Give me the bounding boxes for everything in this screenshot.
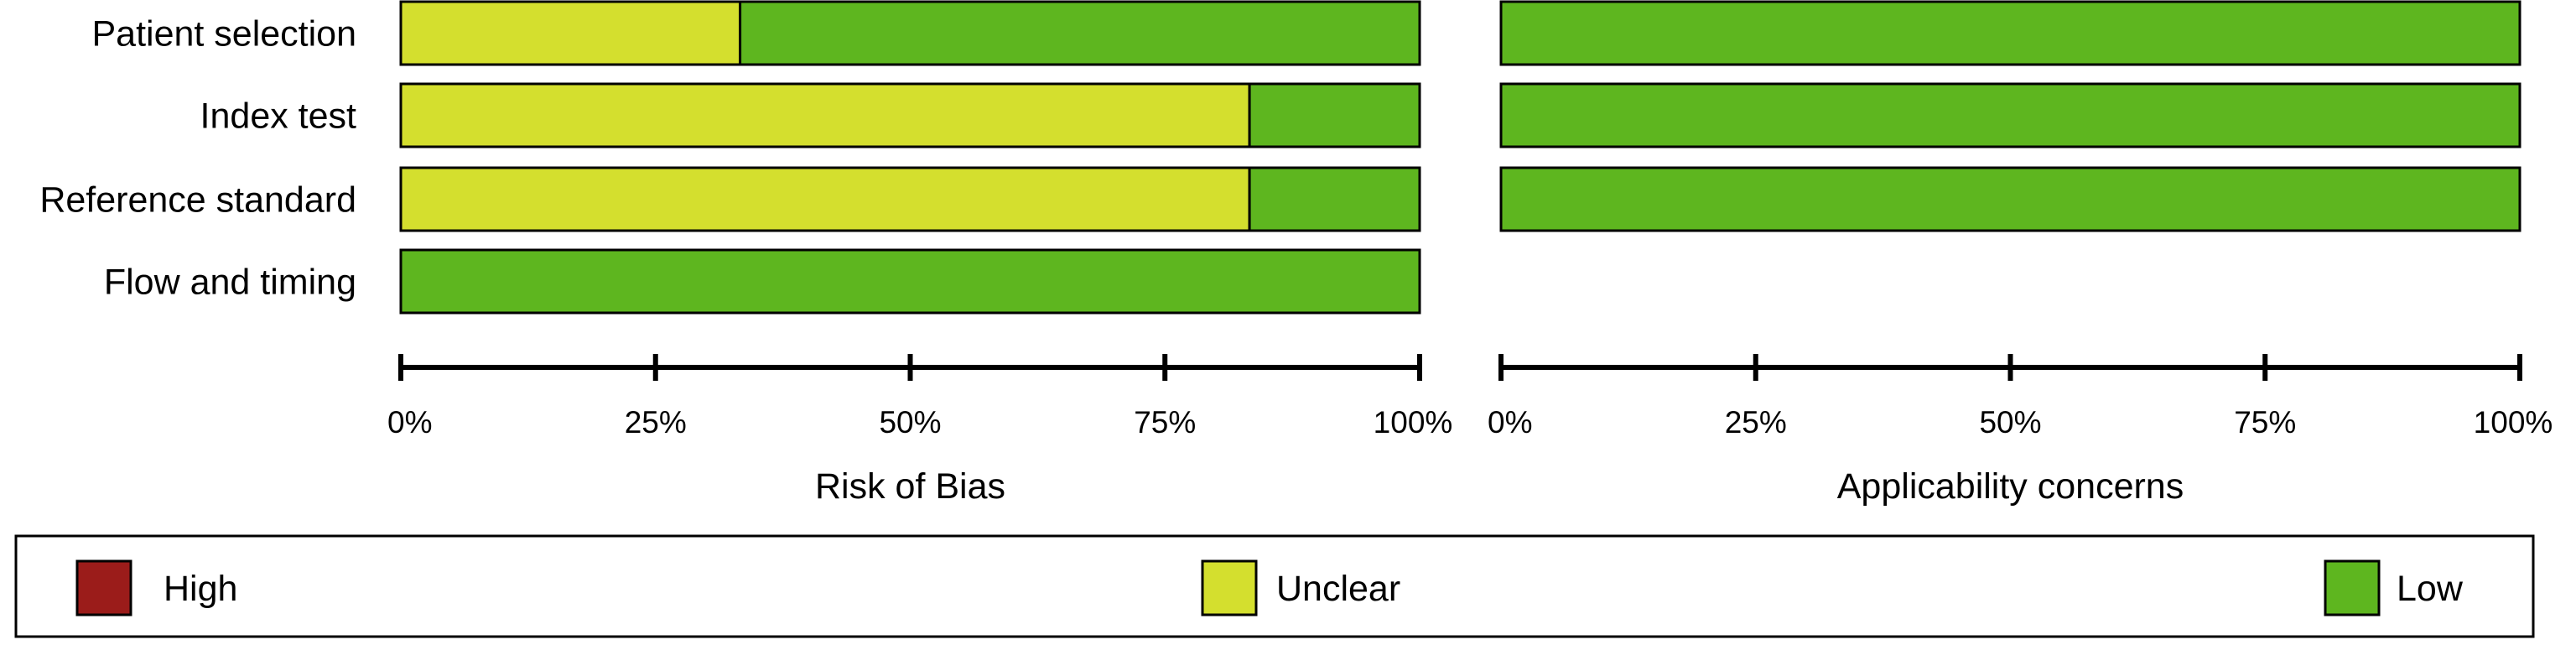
bar-outline-applicability-concerns-patient-selection bbox=[1499, 0, 2521, 66]
x-tick-label-risk-of-bias-2: 50% bbox=[879, 405, 941, 440]
legend-swatch-low bbox=[2324, 559, 2381, 616]
axis-title-applicability-concerns: Applicability concerns bbox=[1837, 466, 2184, 507]
legend-label-unclear: Unclear bbox=[1276, 569, 1400, 609]
x-tick-label-risk-of-bias-4: 100% bbox=[1374, 405, 1453, 440]
category-label-reference-standard: Reference standard bbox=[39, 180, 356, 221]
bar-risk-of-bias-reference-standard-low bbox=[1248, 166, 1421, 232]
bar-applicability-concerns-reference-standard-low bbox=[1499, 166, 2521, 232]
x-tick-label-risk-of-bias-1: 25% bbox=[625, 405, 687, 440]
category-label-patient-selection: Patient selection bbox=[91, 14, 356, 55]
bar-outline-risk-of-bias-index-test bbox=[399, 82, 1421, 148]
axis-title-risk-of-bias: Risk of Bias bbox=[815, 466, 1005, 507]
bar-outline-applicability-concerns-reference-standard bbox=[1499, 166, 2521, 232]
x-tick-label-applicability-concerns-3: 75% bbox=[2234, 405, 2296, 440]
bar-risk-of-bias-flow-and-timing-low bbox=[399, 248, 1421, 315]
category-label-index-test: Index test bbox=[200, 96, 356, 137]
legend-box bbox=[14, 534, 2535, 638]
x-tick-label-risk-of-bias-0: 0% bbox=[387, 405, 432, 440]
bar-applicability-concerns-patient-selection-low bbox=[1499, 0, 2521, 66]
bar-outline-risk-of-bias-patient-selection bbox=[399, 0, 1421, 66]
x-tick-label-applicability-concerns-4: 100% bbox=[2474, 405, 2553, 440]
bar-outline-applicability-concerns-index-test bbox=[1499, 82, 2521, 148]
bar-risk-of-bias-index-test-low bbox=[1248, 82, 1421, 148]
x-tick-label-applicability-concerns-1: 25% bbox=[1725, 405, 1787, 440]
bar-risk-of-bias-patient-selection-low bbox=[739, 0, 1421, 66]
legend-label-high: High bbox=[164, 569, 237, 609]
bar-outline-risk-of-bias-reference-standard bbox=[399, 166, 1421, 232]
legend-label-low: Low bbox=[2397, 569, 2464, 609]
bar-risk-of-bias-reference-standard-unclear bbox=[399, 166, 1251, 232]
x-tick-label-applicability-concerns-0: 0% bbox=[1488, 405, 1532, 440]
category-label-flow-and-timing: Flow and timing bbox=[104, 263, 356, 303]
legend-swatch-unclear bbox=[1201, 559, 1258, 616]
x-tick-label-applicability-concerns-2: 50% bbox=[1979, 405, 2041, 440]
bar-applicability-concerns-index-test-low bbox=[1499, 82, 2521, 148]
legend-swatch-high bbox=[75, 559, 132, 616]
bar-outline-risk-of-bias-flow-and-timing bbox=[399, 248, 1421, 315]
bar-risk-of-bias-patient-selection-unclear bbox=[399, 0, 742, 66]
bar-risk-of-bias-index-test-unclear bbox=[399, 82, 1251, 148]
x-tick-label-risk-of-bias-3: 75% bbox=[1134, 405, 1196, 440]
